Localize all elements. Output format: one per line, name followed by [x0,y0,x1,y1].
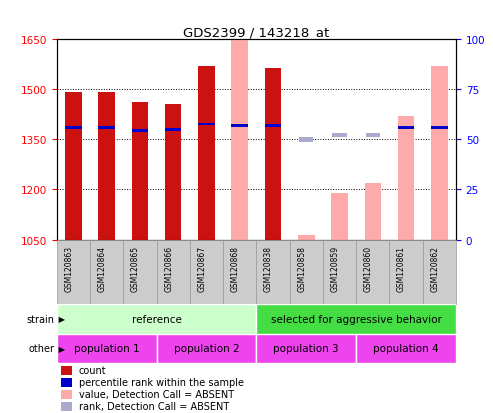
Text: GSM120866: GSM120866 [164,245,173,291]
Bar [98,127,115,129]
Text: GSM120867: GSM120867 [197,245,207,291]
Bar [290,240,323,304]
Text: strain: strain [26,314,54,324]
Bar [61,402,72,411]
Bar [132,130,148,133]
Bar [157,240,190,304]
Bar [231,41,248,240]
Bar [389,240,423,304]
Bar [57,334,157,363]
Text: GSM120865: GSM120865 [131,245,140,291]
Text: population 2: population 2 [174,344,239,354]
Title: GDS2399 / 143218_at: GDS2399 / 143218_at [183,26,329,38]
Bar [398,116,415,240]
Text: GSM120859: GSM120859 [330,245,340,291]
Bar [265,125,282,128]
Text: population 1: population 1 [74,344,140,354]
Bar [323,240,356,304]
Text: reference: reference [132,314,181,324]
Bar [431,66,448,240]
Text: GSM120864: GSM120864 [98,245,106,291]
Text: population 4: population 4 [373,344,439,354]
Bar [98,93,115,240]
Text: GSM120862: GSM120862 [430,245,439,291]
Bar [356,334,456,363]
Bar [190,240,223,304]
Bar [256,240,290,304]
Text: population 3: population 3 [274,344,339,354]
Bar [61,390,72,399]
Text: GSM120861: GSM120861 [397,245,406,291]
Bar [256,304,456,334]
Bar [223,240,256,304]
Text: value, Detection Call = ABSENT: value, Detection Call = ABSENT [79,389,234,399]
Bar [423,240,456,304]
Bar [65,127,82,129]
Text: GSM120838: GSM120838 [264,245,273,291]
Bar [65,93,82,240]
Text: GSM120860: GSM120860 [364,245,373,291]
Text: selected for aggressive behavior: selected for aggressive behavior [271,314,442,324]
Bar [198,123,215,126]
Bar [298,235,315,240]
Bar [299,138,314,143]
Bar [198,66,215,240]
Bar [157,334,256,363]
Text: other: other [28,344,54,354]
Bar [165,129,181,132]
Text: percentile rank within the sample: percentile rank within the sample [79,377,244,387]
Bar [165,105,181,240]
Bar [57,304,256,334]
Text: GSM120868: GSM120868 [231,245,240,291]
Bar [256,334,356,363]
Bar [364,183,381,240]
Bar [61,378,72,387]
Bar [61,366,72,375]
Text: ▶: ▶ [56,314,66,323]
Bar [57,240,90,304]
Bar [366,133,380,138]
Text: rank, Detection Call = ABSENT: rank, Detection Call = ABSENT [79,401,229,411]
Bar [356,240,389,304]
Bar [123,240,157,304]
Text: count: count [79,366,106,375]
Text: GSM120863: GSM120863 [64,245,73,291]
Bar [398,127,415,129]
Bar [132,103,148,240]
Bar [90,240,123,304]
Text: ▶: ▶ [56,344,66,353]
Bar [231,125,248,128]
Bar [331,193,348,240]
Text: GSM120858: GSM120858 [297,245,306,291]
Bar [431,127,448,129]
Bar [332,133,347,138]
Bar [265,69,282,240]
